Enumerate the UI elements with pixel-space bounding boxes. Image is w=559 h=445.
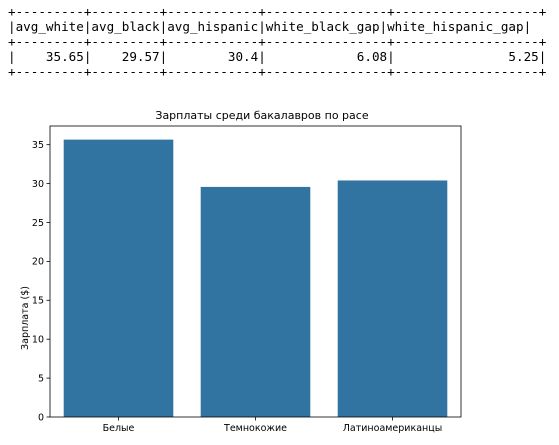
y-ticks-layer: 0 5 10 15 20 25 30 35 — [32, 140, 50, 423]
table-border-top: +---------+---------+------------+------… — [8, 4, 547, 19]
bars-layer — [63, 139, 448, 417]
table-border-bottom: +---------+---------+------------+------… — [8, 64, 547, 79]
bar-1 — [200, 186, 311, 417]
y-tick-label: 35 — [32, 140, 44, 151]
table-border-mid: +---------+---------+------------+------… — [8, 34, 547, 49]
y-tick-label: 10 — [32, 334, 44, 345]
x-tick-label: Темнокожие — [223, 423, 287, 434]
bar-0 — [63, 139, 174, 417]
bar-2 — [337, 180, 448, 417]
y-tick-label: 0 — [38, 412, 44, 423]
y-axis-label: Зарплата ($) — [20, 286, 31, 350]
x-ticks-layer: Белые Темнокожие Латиноамериканцы — [103, 417, 442, 434]
x-tick-label: Белые — [103, 423, 135, 434]
x-tick-label: Латиноамериканцы — [343, 423, 442, 434]
y-tick-label: 25 — [32, 218, 44, 229]
bar-chart: Зарплаты среди бакалавров по расе 0 5 10 15… — [20, 109, 462, 434]
table-header-row: |avg_white|avg_black|avg_hispanic|white_… — [8, 19, 532, 34]
table-data-row: | 35.65| 29.57| 30.4| 6.08| 5.25| — [8, 49, 547, 64]
chart-title: Зарплаты среди бакалавров по расе — [155, 109, 368, 122]
result-table: +---------+---------+------------+------… — [8, 4, 546, 79]
y-tick-label: 30 — [32, 179, 44, 190]
y-tick-label: 20 — [32, 257, 44, 268]
y-tick-label: 5 — [38, 373, 44, 384]
y-tick-label: 15 — [32, 296, 44, 307]
